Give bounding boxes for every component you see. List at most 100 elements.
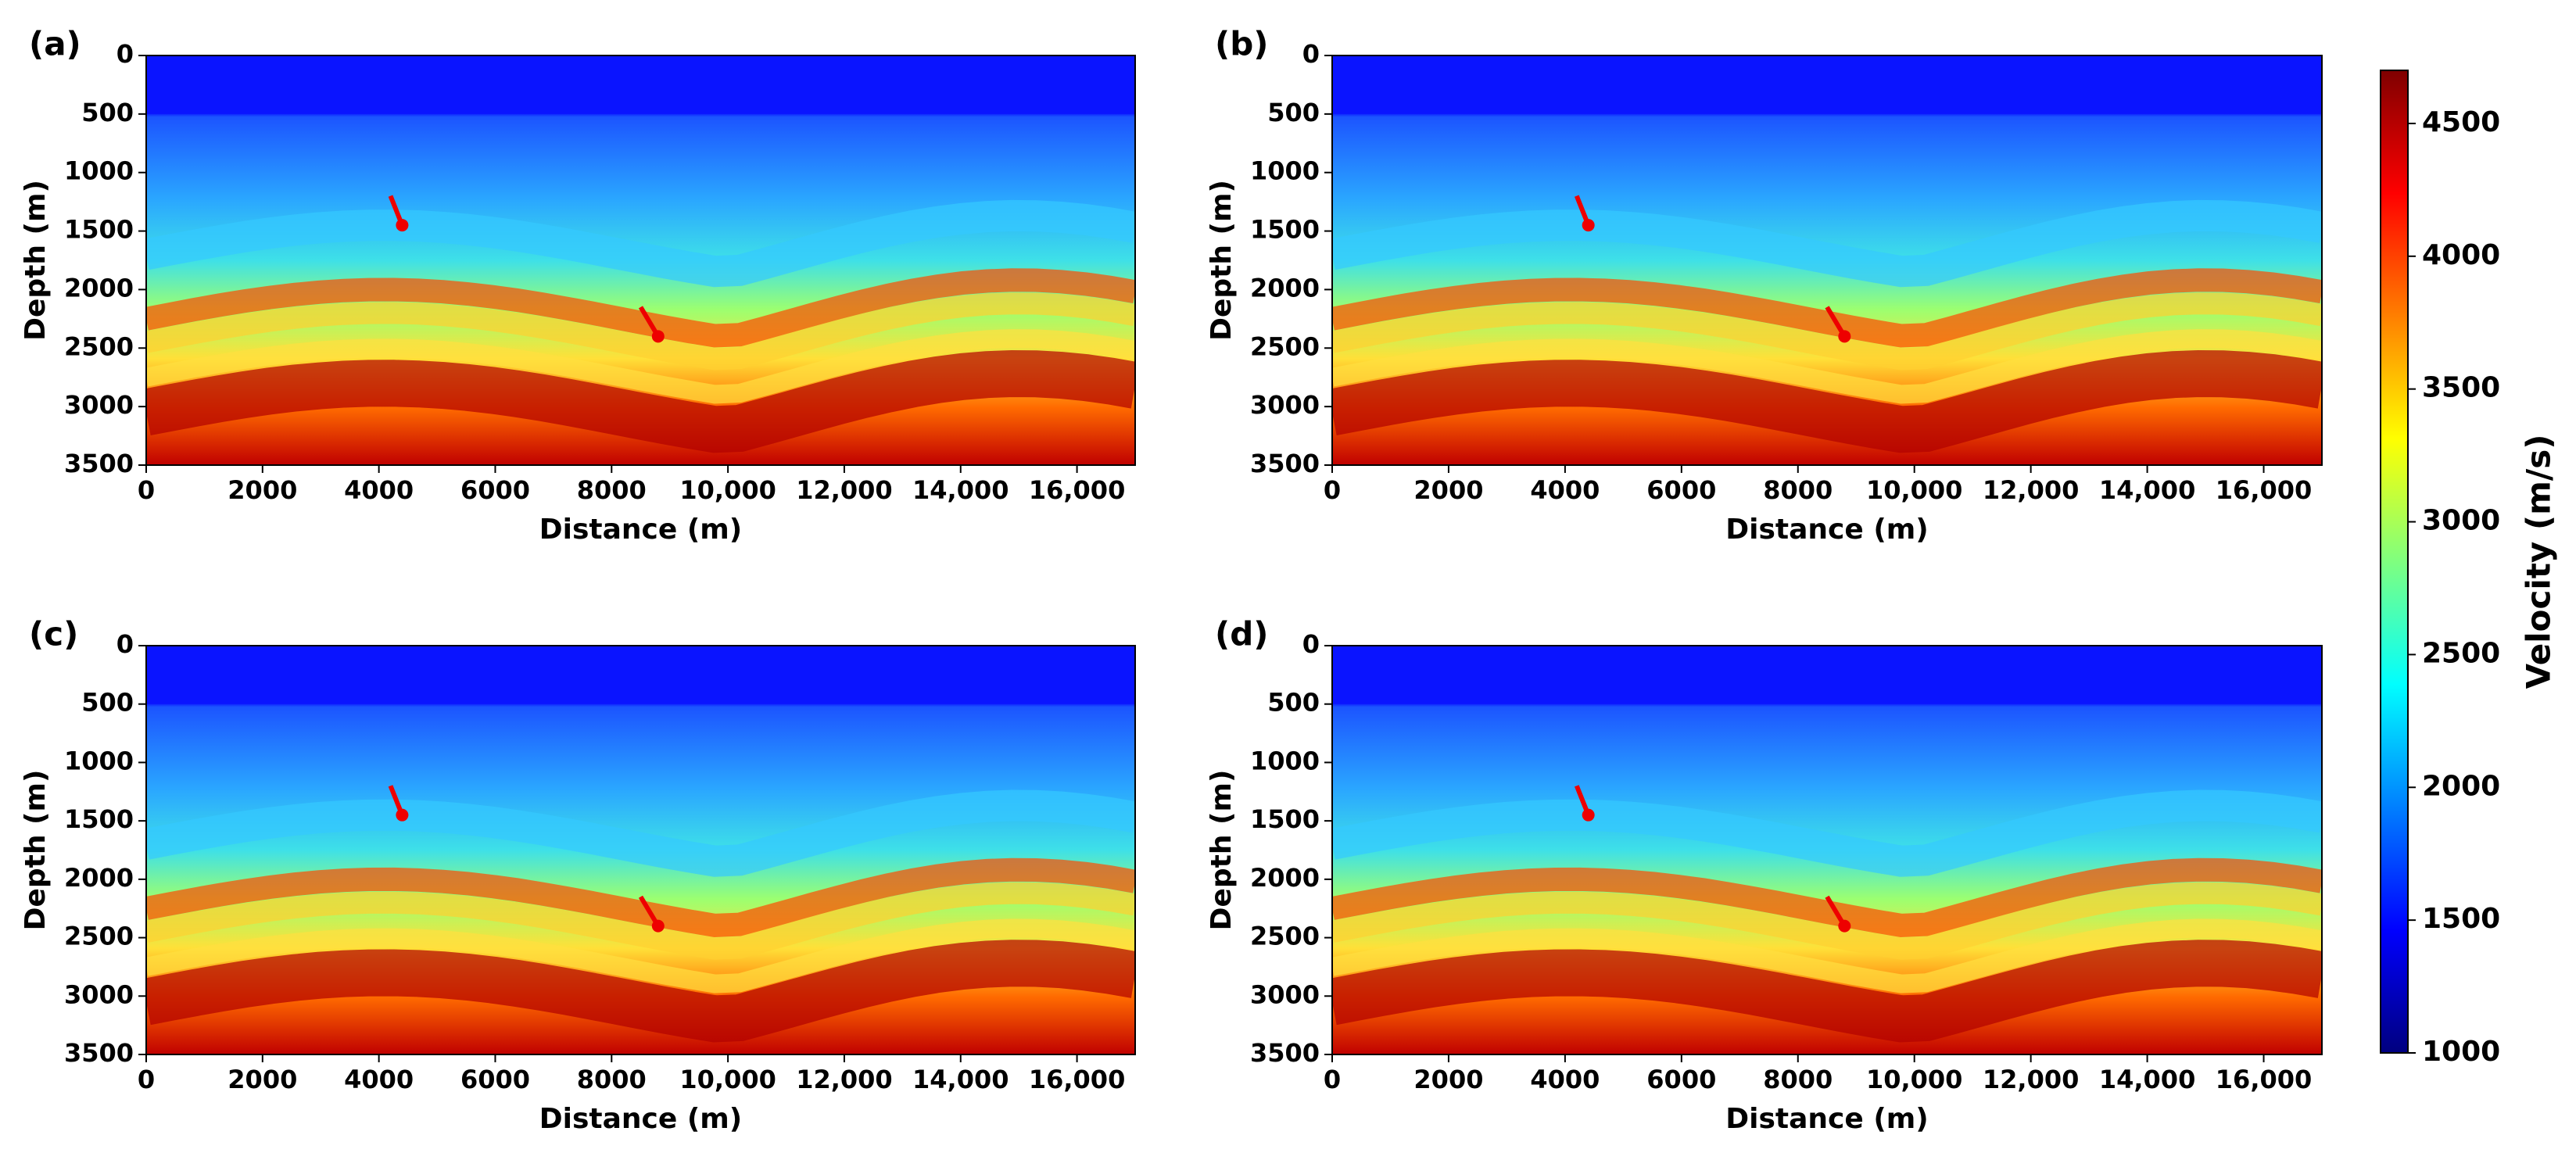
colorbar-tick-label: 3500	[2422, 372, 2500, 404]
y-tick-label: 1000	[64, 746, 134, 775]
plot-frame	[145, 55, 1136, 466]
layer	[146, 940, 1135, 1043]
x-tick-label: 2000	[228, 475, 297, 505]
layer	[1332, 857, 2322, 937]
x-tick-label: 12,000	[1983, 1065, 2079, 1094]
x-tick-label: 0	[138, 1065, 155, 1094]
layer	[1332, 292, 2322, 371]
x-tick-label: 10,000	[679, 475, 776, 505]
x-tick-label: 8000	[577, 1065, 647, 1094]
x-tick-label: 4000	[344, 1065, 414, 1094]
x-tick-label: 6000	[460, 1065, 530, 1094]
colorbar-tick-label: 2000	[2422, 770, 2500, 802]
arrow-head	[1582, 808, 1595, 822]
y-tick-label: 500	[1267, 98, 1320, 127]
panel-label: (b)	[1215, 25, 1268, 63]
y-tick-label: 0	[116, 629, 134, 659]
y-tick-label: 1500	[1250, 215, 1320, 245]
x-tick-label: 16,000	[2216, 1065, 2312, 1094]
plot-frame	[145, 645, 1136, 1055]
colorbar-label: Velocity (m/s)	[2520, 435, 2558, 689]
y-tick-label: 1000	[1250, 746, 1320, 775]
y-tick-label: 3500	[1250, 1038, 1320, 1068]
y-tick-label: 3000	[1250, 390, 1320, 420]
layer	[146, 199, 1135, 288]
velocity-image	[1332, 646, 2322, 1054]
x-axis-label: Distance (m)	[1725, 1103, 1929, 1135]
colorbar-tick-label: 4000	[2422, 239, 2500, 271]
layer	[146, 349, 1135, 453]
y-tick-label: 1500	[64, 215, 134, 245]
x-tick-label: 14,000	[912, 1065, 1009, 1094]
x-tick-label: 8000	[577, 475, 647, 505]
layer	[146, 918, 1135, 994]
x-tick-label: 12,000	[796, 475, 892, 505]
y-tick-label: 2500	[64, 331, 134, 361]
layer	[1332, 789, 2322, 877]
x-tick-label: 14,000	[2099, 1065, 2195, 1094]
water-layer	[1332, 55, 2322, 114]
layer	[1332, 882, 2322, 960]
y-tick-label: 2000	[64, 273, 134, 303]
x-tick-label: 16,000	[1029, 475, 1125, 505]
velocity-image	[1332, 55, 2322, 465]
y-tick-label: 2500	[64, 922, 134, 951]
y-tick-label: 3000	[1250, 979, 1320, 1009]
x-tick-label: 4000	[1530, 1065, 1600, 1094]
velocity-image	[146, 55, 1135, 465]
x-tick-label: 4000	[344, 475, 414, 505]
arrow-head	[396, 808, 409, 822]
y-tick-label: 2000	[1250, 863, 1320, 893]
x-tick-label: 0	[138, 475, 155, 505]
layer	[146, 789, 1135, 877]
colorbar-tick-label: 3000	[2422, 505, 2500, 537]
y-tick-label: 1000	[64, 156, 134, 186]
y-tick-label: 1000	[1250, 156, 1320, 186]
x-tick-label: 2000	[1413, 1065, 1483, 1094]
arrow-head	[1582, 219, 1595, 232]
y-tick-label: 1500	[1250, 804, 1320, 834]
x-tick-label: 2000	[228, 1065, 297, 1094]
y-tick-label: 0	[1302, 629, 1320, 659]
x-tick-label: 6000	[1646, 475, 1716, 505]
water-layer	[146, 55, 1135, 114]
arrow-head	[396, 219, 409, 232]
x-tick-label: 6000	[1646, 1065, 1716, 1094]
layer	[1332, 199, 2322, 288]
y-tick-label: 2500	[1250, 922, 1320, 951]
y-tick-label: 2000	[1250, 273, 1320, 303]
y-axis-label: Depth (m)	[1206, 770, 1238, 931]
x-tick-label: 4000	[1530, 475, 1600, 505]
y-axis-label: Depth (m)	[1206, 180, 1238, 341]
y-axis-label: Depth (m)	[20, 180, 52, 341]
x-tick-label: 12,000	[1983, 475, 2079, 505]
panel-label: (a)	[29, 25, 81, 63]
x-tick-label: 16,000	[1029, 1065, 1125, 1094]
x-tick-label: 14,000	[912, 475, 1009, 505]
arrow-head	[651, 919, 665, 933]
x-tick-label: 10,000	[1866, 475, 1962, 505]
x-tick-label: 8000	[1763, 1065, 1833, 1094]
colorbar	[2380, 70, 2409, 1054]
layer	[1332, 268, 2322, 348]
arrow-head	[651, 330, 665, 343]
arrow-head	[1838, 330, 1851, 343]
x-tick-label: 12,000	[796, 1065, 892, 1094]
layer	[146, 268, 1135, 348]
y-tick-label: 3000	[64, 979, 134, 1009]
colorbar-tick-label: 2500	[2422, 637, 2500, 669]
x-tick-label: 8000	[1763, 475, 1833, 505]
x-axis-label: Distance (m)	[1725, 514, 1929, 546]
panel-label: (c)	[29, 615, 78, 653]
x-tick-label: 0	[1324, 475, 1341, 505]
x-tick-label: 14,000	[2099, 475, 2195, 505]
layer	[146, 857, 1135, 937]
panel-label: (d)	[1215, 615, 1268, 653]
x-tick-label: 10,000	[1866, 1065, 1962, 1094]
y-tick-label: 1500	[64, 804, 134, 834]
plot-frame	[1331, 645, 2323, 1055]
layer	[1332, 940, 2322, 1043]
y-tick-label: 0	[116, 39, 134, 69]
x-tick-label: 0	[1324, 1065, 1341, 1094]
